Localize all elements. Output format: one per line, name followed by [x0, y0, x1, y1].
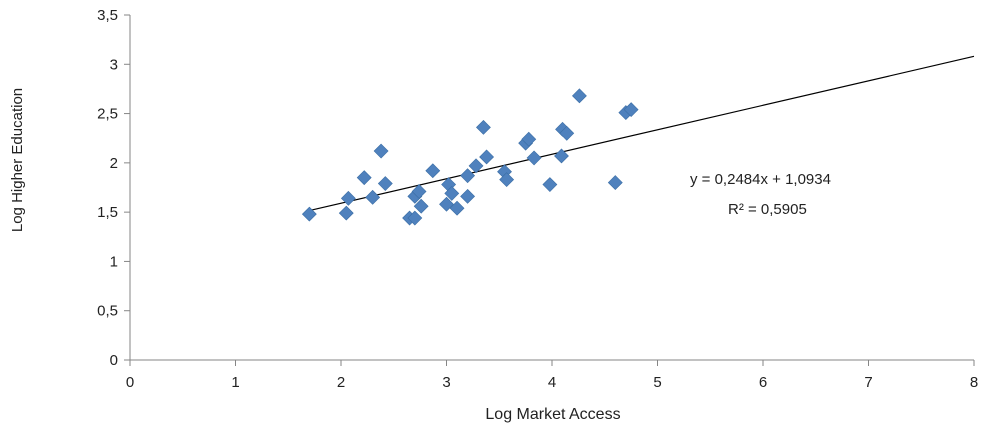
x-tick-label: 8 — [970, 374, 978, 391]
data-point — [407, 210, 423, 226]
x-tick-label: 0 — [126, 374, 134, 391]
y-tick-label: 2 — [110, 155, 118, 172]
data-point — [439, 196, 454, 212]
data-point — [460, 188, 476, 204]
trendline-equation: y = 0,2484x + 1,0934 — [690, 171, 831, 188]
r-squared-label: R² = 0,5905 — [728, 201, 807, 218]
x-tick-label: 5 — [653, 374, 661, 391]
data-point — [572, 88, 587, 104]
data-point — [338, 205, 354, 221]
data-point — [411, 184, 427, 199]
data-point — [476, 119, 491, 135]
data-point — [301, 206, 317, 222]
data-point — [559, 125, 575, 141]
x-tick-label: 7 — [864, 374, 872, 391]
data-point — [356, 170, 372, 186]
trendline-layer — [309, 55, 975, 212]
labels: y = 0,2484x + 1,0934 R² = 0,5905 Log Mar… — [9, 88, 831, 423]
data-point — [607, 175, 623, 190]
y-tick-label: 3,5 — [97, 7, 118, 24]
y-axis-ticks: 0 0,5 1 1,5 2 2,5 3 3,5 — [97, 7, 130, 369]
data-point — [499, 172, 515, 188]
trendline — [309, 55, 975, 212]
y-tick-label: 0,5 — [97, 303, 118, 320]
y-tick-label: 2,5 — [97, 106, 118, 123]
data-point — [444, 185, 460, 201]
x-axis-title: Log Market Access — [485, 406, 620, 423]
data-point — [449, 200, 465, 216]
y-tick-label: 1 — [110, 253, 118, 270]
x-tick-label: 4 — [548, 374, 556, 391]
data-point — [554, 148, 569, 164]
data-point — [373, 143, 389, 159]
y-tick-label: 1,5 — [97, 204, 118, 221]
data-point — [377, 176, 393, 191]
data-points — [301, 88, 639, 226]
data-point — [623, 102, 639, 118]
x-tick-label: 2 — [337, 374, 345, 391]
x-tick-label: 3 — [442, 374, 450, 391]
data-point — [425, 163, 441, 179]
data-point — [542, 177, 558, 192]
x-axis-ticks: 0 1 2 3 4 5 6 7 8 — [126, 360, 978, 391]
data-point — [521, 131, 537, 147]
data-point — [479, 149, 495, 165]
x-tick-label: 6 — [759, 374, 767, 391]
data-point — [460, 168, 476, 184]
y-axis-title: Log Higher Education — [9, 88, 26, 232]
x-tick-label: 1 — [231, 374, 239, 391]
data-point — [468, 158, 484, 174]
y-tick-label: 3 — [110, 56, 118, 73]
data-point — [413, 198, 429, 214]
data-point — [340, 190, 356, 206]
data-point — [365, 189, 381, 205]
data-point — [526, 150, 542, 166]
y-tick-label: 0 — [110, 352, 118, 369]
